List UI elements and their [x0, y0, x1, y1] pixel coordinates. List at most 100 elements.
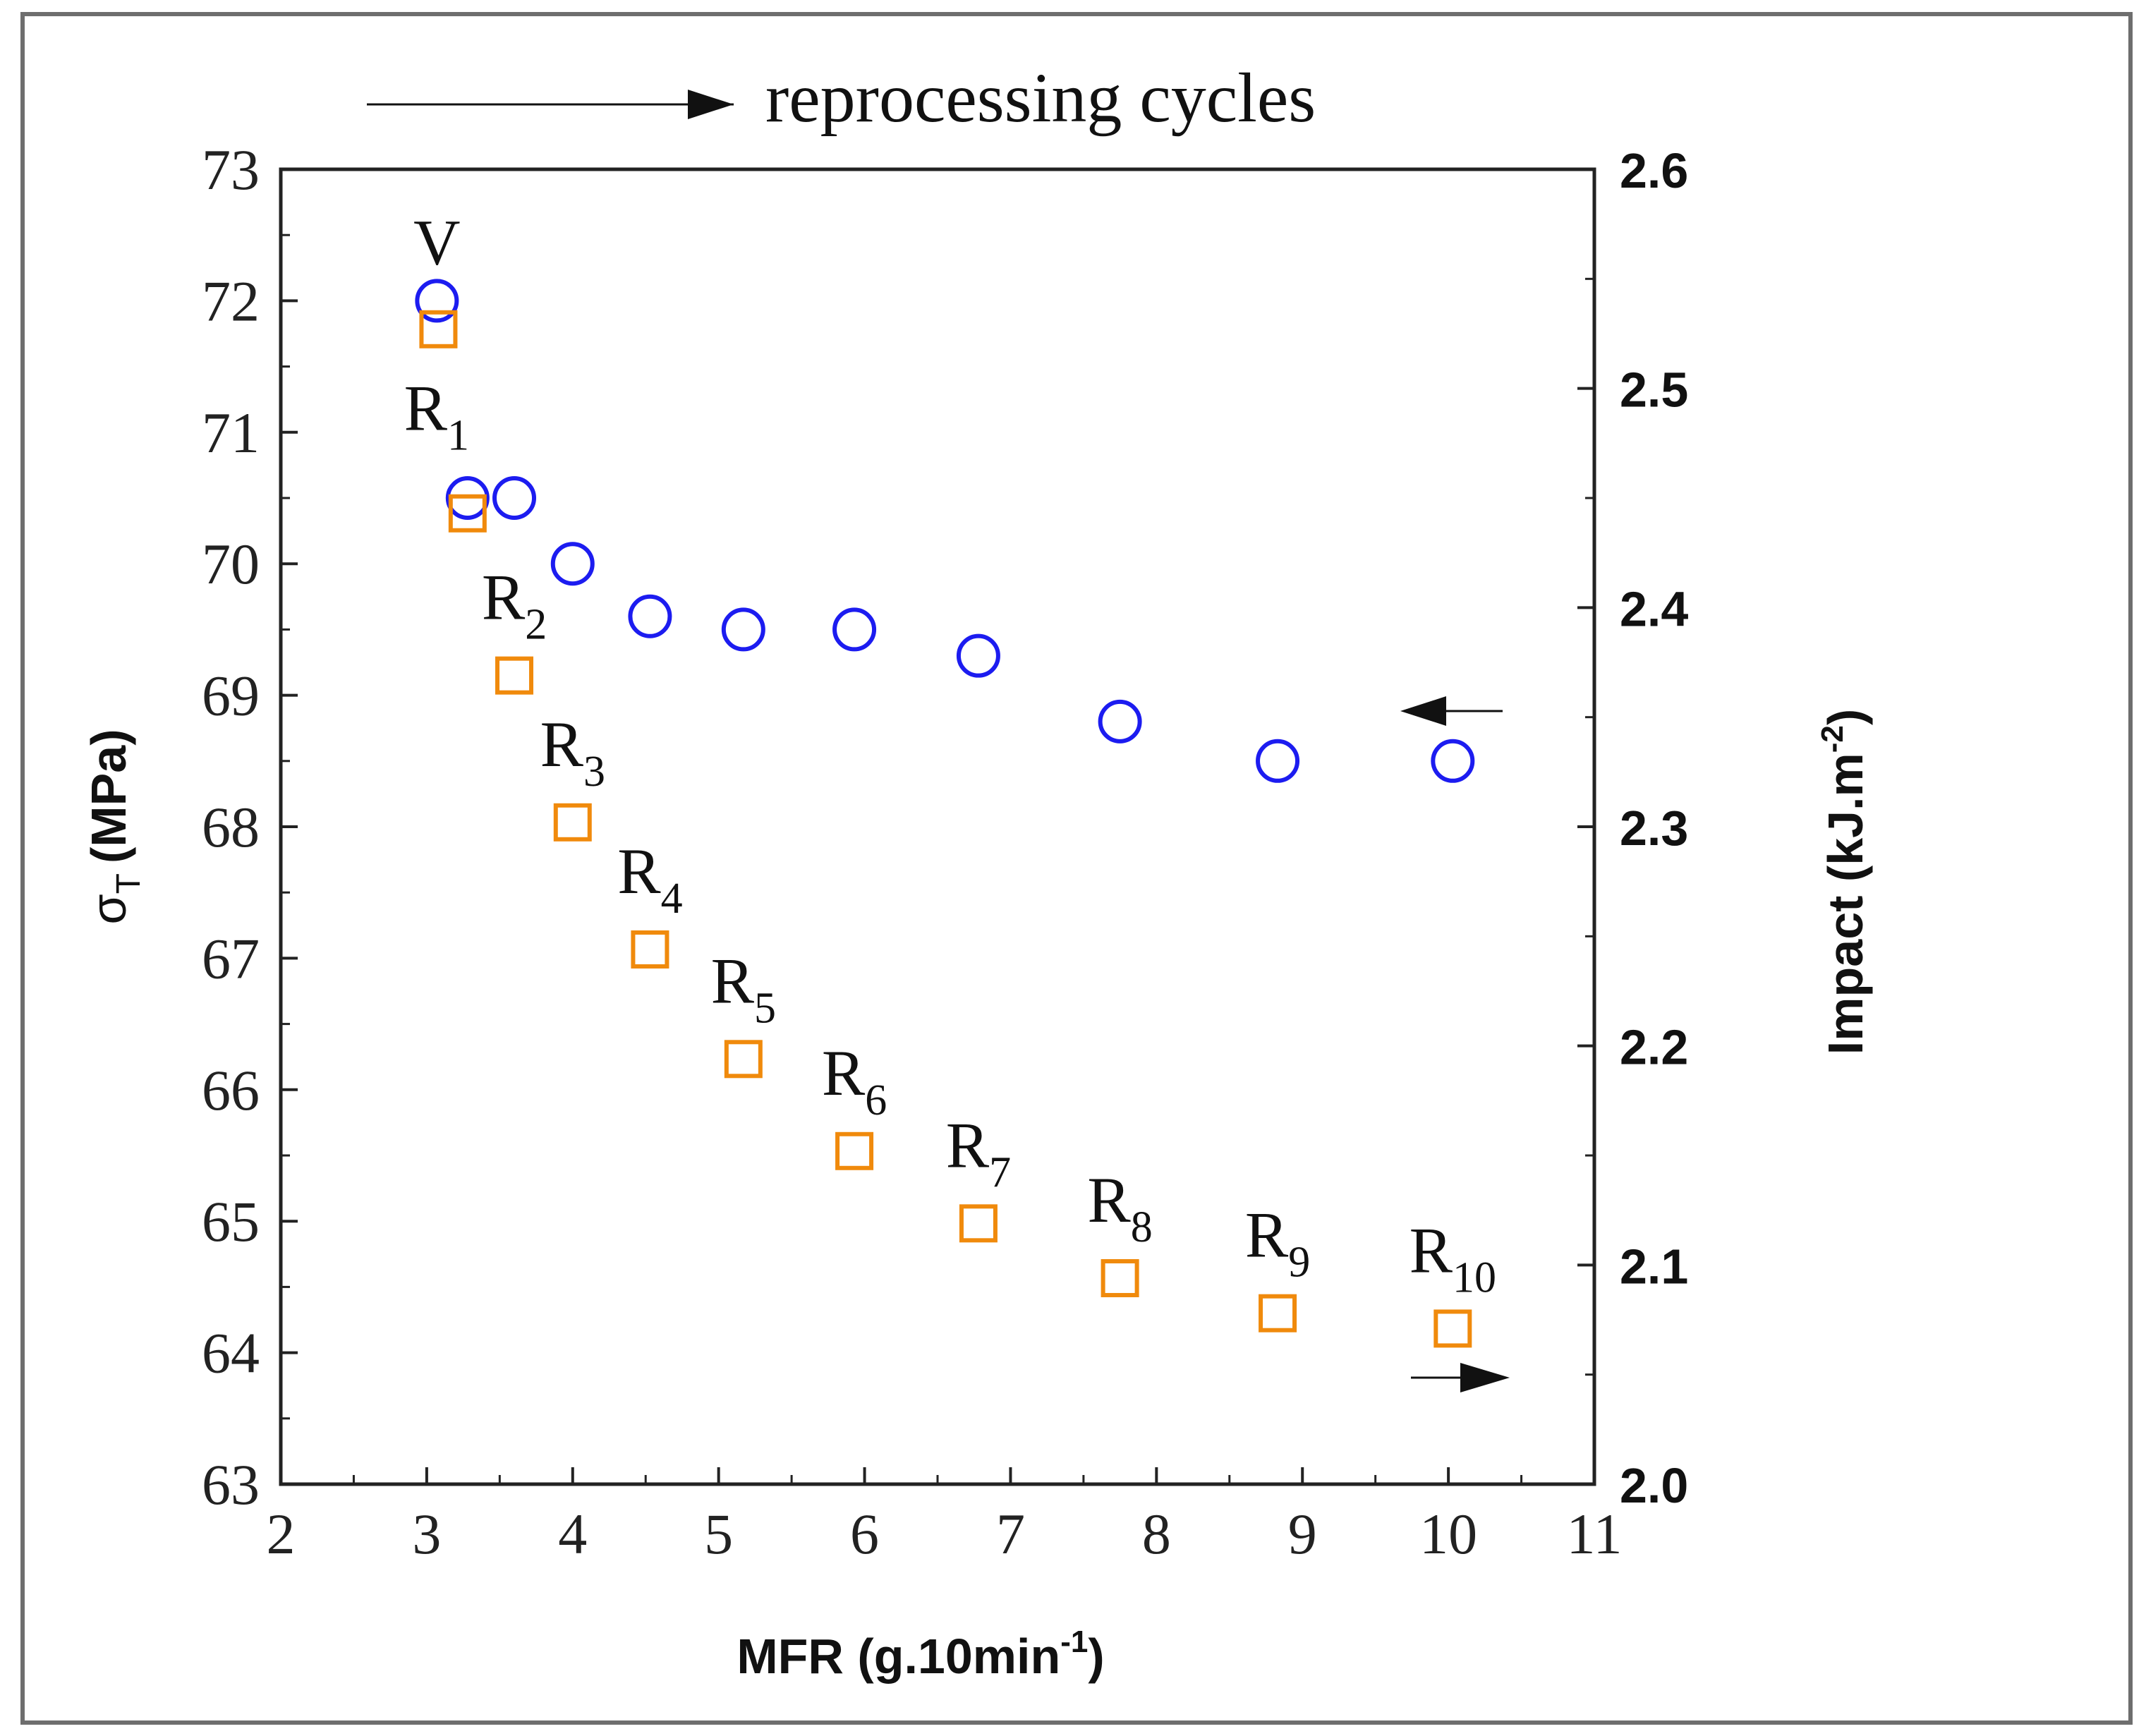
point-label: R8 [1087, 1164, 1152, 1251]
x-axis-label-main: MFR (g.10min [736, 1629, 1060, 1684]
x-tick-label: 5 [704, 1502, 733, 1566]
x-tick-label: 4 [558, 1502, 587, 1566]
title-arrow-head [688, 90, 734, 119]
right-y-axis-label-main: Impact (kJ.m [1818, 753, 1873, 1055]
x-tick-label: 9 [1288, 1502, 1317, 1566]
point-label-main: V [413, 206, 460, 278]
point-label: V [413, 206, 460, 278]
left-y-tick-label: 67 [202, 926, 260, 990]
left-y-tick-label: 72 [202, 269, 260, 333]
x-axis-ticks: 2 3 4 5 6 7 8 9 10 11 [267, 1467, 1623, 1566]
x-tick-label: 3 [412, 1502, 441, 1566]
impact-point [553, 803, 592, 842]
x-axis-label: MFR (g.10min-1) [736, 1625, 1104, 1684]
point-label: R10 [1410, 1214, 1496, 1301]
right-y-tick-label: 2.2 [1620, 1020, 1688, 1075]
point-label: R9 [1245, 1199, 1310, 1287]
left-y-tick-label: 71 [202, 401, 260, 465]
right-y-tick-label: 2.4 [1620, 581, 1688, 636]
x-axis-label-close: ) [1088, 1629, 1104, 1684]
tensile-strength-point [832, 607, 877, 652]
x-tick-label: 11 [1567, 1502, 1623, 1566]
point-label-subscript: 7 [989, 1148, 1011, 1196]
point-label-subscript: 1 [447, 412, 469, 460]
point-label-main: R [1087, 1164, 1131, 1236]
point-label: R6 [822, 1037, 887, 1124]
impact-series [419, 310, 1472, 1348]
right-y-tick-label: 2.5 [1620, 363, 1688, 418]
impact-point [419, 310, 458, 348]
impact-point [835, 1131, 874, 1170]
impact-point [724, 1040, 763, 1079]
x-tick-label: 2 [267, 1502, 296, 1566]
tensile-strength-point [1431, 739, 1475, 783]
point-label-subscript: 10 [1453, 1254, 1496, 1301]
right-y-axis-label-close: ) [1818, 709, 1873, 725]
left-y-tick-label: 70 [202, 532, 260, 596]
point-label-main: R [711, 945, 755, 1016]
tensile-strength-point [445, 476, 490, 520]
left-y-axis-label-main: σ [81, 894, 136, 924]
impact-point [631, 930, 669, 969]
left-y-axis-label: σT (MPa) [81, 729, 147, 924]
point-label-subscript: 6 [865, 1076, 887, 1124]
point-label-main: R [482, 562, 526, 633]
left-y-tick-label: 64 [202, 1321, 260, 1385]
point-label-subscript: 2 [525, 601, 547, 649]
x-tick-label: 8 [1142, 1502, 1171, 1566]
impact-point [1433, 1309, 1472, 1348]
impact-point [1101, 1258, 1139, 1297]
tensile-strength-point [628, 594, 672, 638]
point-label-main: R [404, 372, 448, 444]
tensile-strength-series [415, 279, 1475, 783]
point-label-main: R [946, 1109, 990, 1181]
left-y-tick-label: 66 [202, 1058, 260, 1122]
point-label: R2 [482, 562, 547, 649]
left-y-axis-label-unit: (MPa) [81, 729, 136, 863]
x-tick-label: 6 [850, 1502, 879, 1566]
tensile-strength-point [721, 607, 765, 652]
point-label-subscript: 8 [1131, 1203, 1153, 1251]
tensile-strength-point [1098, 699, 1142, 743]
point-label: R4 [617, 835, 682, 923]
left-y-tick-label: 68 [202, 795, 260, 859]
impact-point [495, 656, 534, 695]
right-y-tick-label: 2.0 [1620, 1458, 1688, 1513]
point-label-main: R [822, 1037, 866, 1109]
point-label-subscript: 3 [583, 748, 605, 796]
right-y-axis-ticks: 2.0 2.1 2.2 2.3 2.4 2.5 2.6 [1577, 143, 1688, 1513]
left-y-tick-label: 65 [202, 1189, 260, 1254]
left-y-tick-label: 73 [202, 138, 260, 202]
impact-point [959, 1204, 998, 1243]
point-label-subscript: 9 [1288, 1239, 1310, 1287]
point-label-main: R [1410, 1214, 1453, 1286]
right-y-tick-label: 2.1 [1620, 1239, 1688, 1294]
tensile-strength-point [956, 633, 1000, 678]
tensile-strength-point [415, 279, 459, 323]
tensile-strength-point [492, 476, 537, 520]
left-axis-series-arrow-head [1400, 696, 1446, 726]
right-axis-series-arrow-head [1460, 1363, 1510, 1392]
figure-frame [20, 12, 2133, 1725]
x-tick-label: 10 [1419, 1502, 1477, 1566]
point-label-subscript: 4 [661, 875, 683, 923]
right-y-axis-label: Impact (kJ.m-2) [1815, 709, 1873, 1055]
right-y-tick-label: 2.6 [1620, 143, 1688, 198]
x-tick-label: 7 [996, 1502, 1025, 1566]
left-y-axis-label-sub: T [110, 873, 147, 894]
chart-title: reprocessing cycles [765, 59, 1316, 137]
impact-point [448, 494, 487, 533]
point-label: R7 [946, 1109, 1011, 1196]
left-y-tick-label: 69 [202, 664, 260, 728]
tensile-strength-point [1256, 739, 1300, 783]
point-label-subscript: 5 [754, 984, 776, 1032]
point-label: R5 [711, 945, 776, 1032]
point-label-main: R [617, 835, 661, 907]
right-y-axis-label-sup: -2 [1815, 725, 1850, 753]
right-y-tick-label: 2.3 [1620, 801, 1688, 856]
point-label: R1 [404, 372, 469, 460]
x-axis-label-sup: -1 [1060, 1625, 1088, 1659]
left-y-tick-label: 63 [202, 1452, 260, 1517]
